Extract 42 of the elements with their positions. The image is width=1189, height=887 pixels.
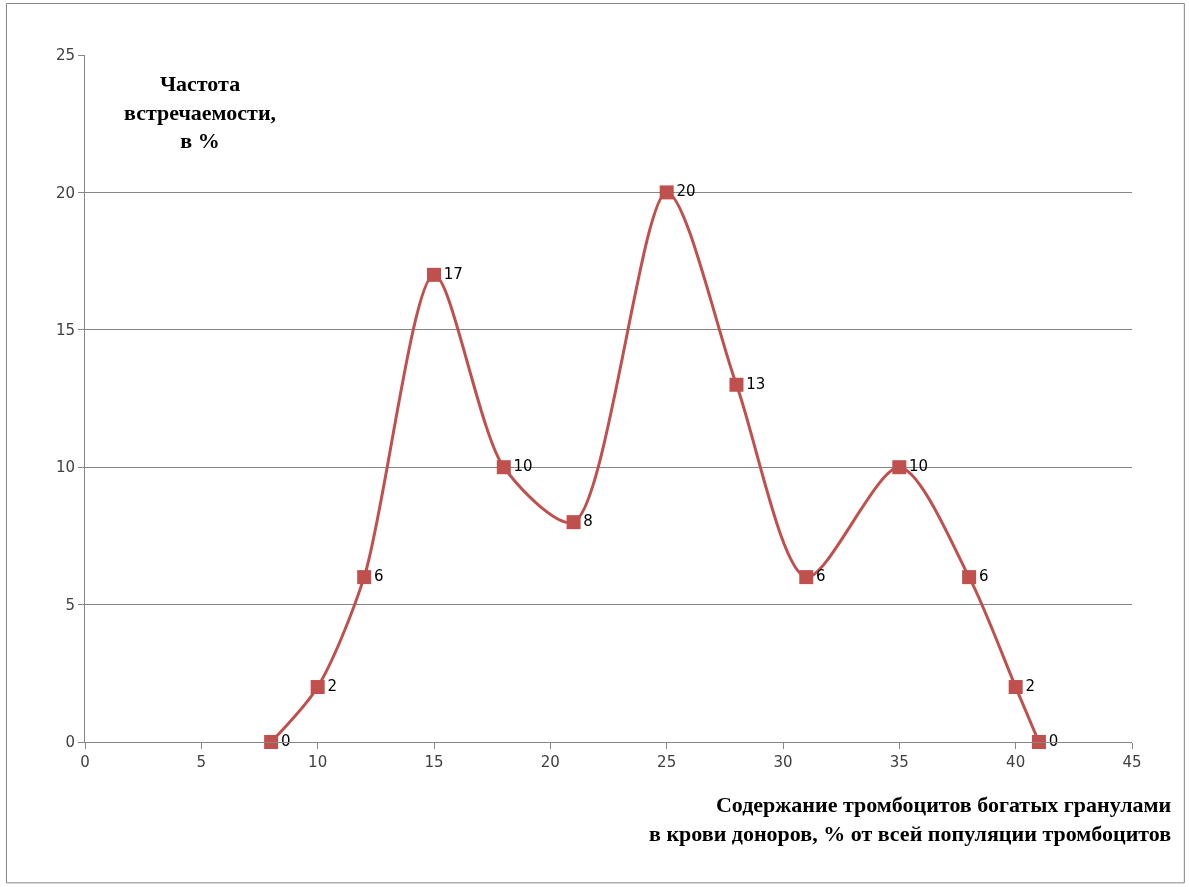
data-label: 6 — [978, 566, 989, 585]
point — [310, 680, 325, 695]
y-tick-label: 0 — [65, 733, 75, 752]
point — [427, 267, 441, 282]
data-label: 10 — [513, 456, 533, 475]
point — [659, 185, 674, 200]
point — [962, 570, 977, 585]
x-tick-label: 35 — [889, 753, 909, 771]
point — [1031, 735, 1046, 749]
x-tick-label: 30 — [773, 753, 793, 771]
x-tick-label: 0 — [80, 753, 90, 771]
data-label: 2 — [327, 676, 337, 695]
point — [357, 570, 372, 585]
x-tick-label: 5 — [196, 753, 207, 771]
y-tick-label: 5 — [65, 595, 75, 614]
x-axis-title: Содержание тромбоцитов богатых гранулами в крови доноров, % от всей популяции тромбоцитов — [649, 792, 1172, 846]
point — [264, 735, 279, 749]
x-tick-label: 15 — [424, 753, 444, 771]
data-label: 20 — [676, 182, 696, 201]
x-tick-label: 25 — [657, 753, 677, 771]
x-tick-label: 10 — [308, 753, 328, 771]
data-label: 2 — [1025, 676, 1035, 695]
y-tick-label: 10 — [55, 458, 75, 477]
data-label: 10 — [909, 456, 929, 475]
point — [1008, 680, 1023, 695]
point — [729, 377, 744, 392]
point — [799, 570, 814, 585]
x-tick-label: 40 — [1006, 753, 1026, 771]
y-tick-label: 20 — [55, 183, 75, 202]
data-label: 13 — [746, 374, 766, 393]
x-tick-label: 45 — [1122, 753, 1142, 771]
x-tick-label: 20 — [540, 753, 560, 771]
y-tick-label: 15 — [55, 321, 75, 340]
point — [892, 460, 907, 475]
point — [566, 515, 581, 530]
point — [496, 460, 511, 475]
y-axis-title: Частота встречаемости, в % — [124, 71, 277, 154]
y-tick-label: 25 — [55, 46, 75, 65]
data-label: 6 — [373, 566, 384, 585]
data-label: 17 — [443, 264, 463, 283]
data-label: 6 — [816, 566, 826, 585]
data-label: 8 — [583, 511, 593, 530]
